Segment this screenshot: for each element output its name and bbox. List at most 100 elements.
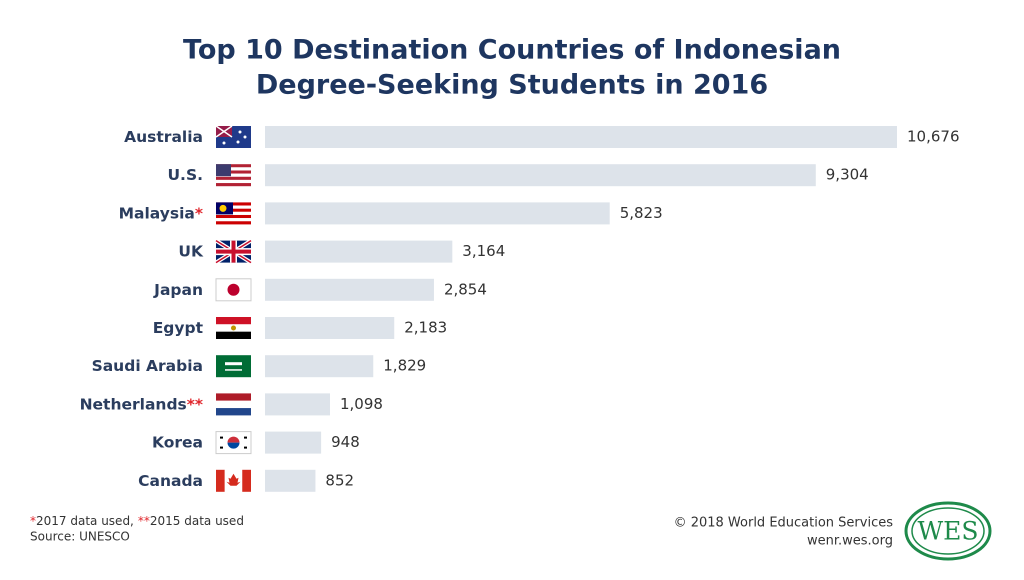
bar [265, 317, 395, 339]
bar [265, 126, 897, 148]
category-name: U.S. [167, 166, 203, 184]
flag [215, 125, 251, 148]
logo-ring [904, 501, 992, 561]
value-label: 1,829 [383, 357, 426, 375]
flag [216, 317, 251, 339]
flag-part [236, 140, 240, 144]
category-label: Saudi Arabia [92, 357, 203, 375]
logo: WES [904, 501, 992, 561]
category-mark: * [195, 204, 203, 222]
value-label: 10,676 [907, 128, 960, 146]
bar [265, 164, 816, 187]
category-label: Japan [153, 280, 203, 298]
flag-part [216, 218, 251, 222]
category-label: Australia [124, 128, 203, 146]
flag [215, 431, 252, 455]
flag-part [238, 130, 242, 134]
flag-part [216, 211, 251, 215]
flag-part [225, 362, 242, 366]
copyright: © 2018 World Education Services [674, 516, 894, 531]
category-label: Canada [138, 471, 203, 489]
flag-part [215, 125, 233, 138]
flag-part [227, 442, 240, 449]
logo-ring [911, 507, 985, 555]
flag-part [231, 325, 236, 331]
flag-part [242, 469, 251, 492]
flag [216, 393, 251, 416]
flag-part [216, 317, 251, 325]
flag-part [219, 204, 227, 212]
flag-part [244, 446, 247, 449]
category-label: Netherlands** [80, 395, 203, 413]
flag-part [216, 183, 251, 187]
category-label: Egypt [153, 319, 204, 337]
category-name: Saudi Arabia [92, 357, 203, 375]
flag-part [227, 283, 240, 296]
value-label: 3,164 [462, 242, 505, 260]
flag [214, 238, 253, 265]
category-label: UK [178, 242, 204, 260]
category-name: Australia [124, 128, 203, 146]
footnotes: *2017 data used, **2015 data used [30, 514, 244, 528]
flag-part [227, 436, 240, 443]
value-label: 2,854 [444, 280, 487, 298]
flag-part [216, 355, 251, 378]
logo-text: WES [917, 517, 978, 546]
flag-part [220, 436, 223, 439]
flag-part [222, 141, 226, 145]
footnote-text: 2015 data used [150, 514, 244, 528]
flag-part [216, 170, 251, 174]
flag-part [216, 173, 251, 177]
flag-part [220, 446, 223, 449]
flag-part [216, 249, 251, 254]
value-label: 852 [325, 471, 354, 489]
category-name: Japan [153, 280, 203, 298]
footnote-text: 2017 data used, [36, 514, 134, 528]
flag-part [216, 167, 251, 171]
category-label: Korea [152, 433, 203, 451]
footnote-mark: ** [138, 514, 150, 528]
category-name: Netherlands [80, 395, 187, 413]
category-label: U.S. [167, 166, 203, 184]
category-name: Korea [152, 433, 203, 451]
flag-part [216, 214, 251, 219]
flag [216, 164, 251, 187]
category-name: Egypt [153, 319, 204, 337]
flag-part [216, 393, 251, 401]
source: Source: UNESCO [30, 530, 130, 544]
category-name: UK [178, 242, 204, 260]
footnote-mark: * [30, 514, 36, 528]
bar [265, 355, 374, 378]
bar [265, 431, 322, 454]
flag-part [216, 400, 251, 409]
value-label: 948 [331, 433, 360, 451]
flag [216, 202, 251, 225]
value-label: 9,304 [826, 166, 869, 184]
flag-part [216, 208, 251, 212]
value-label: 2,183 [404, 319, 447, 337]
flag [216, 355, 251, 378]
value-label: 1,098 [340, 395, 383, 413]
bar [265, 202, 610, 225]
flag-part [216, 408, 251, 416]
flag-part [216, 221, 251, 225]
value-label: 5,823 [620, 204, 663, 222]
category-name: Canada [138, 471, 203, 489]
flag-part [216, 202, 251, 206]
chart-title: Top 10 Destination Countries of Indonesi… [183, 35, 841, 66]
website: wenr.wes.org [807, 534, 893, 549]
category-label: Malaysia* [119, 204, 203, 222]
bar [265, 278, 434, 301]
bar [265, 469, 316, 492]
flag-part [226, 473, 241, 486]
flag-part [243, 135, 247, 139]
flag-part [244, 436, 247, 439]
flag [216, 469, 251, 492]
flag-part [216, 176, 251, 180]
category-name: Malaysia [119, 204, 195, 222]
category-mark: ** [187, 395, 203, 413]
flag-part [225, 369, 242, 371]
bar [265, 393, 330, 416]
